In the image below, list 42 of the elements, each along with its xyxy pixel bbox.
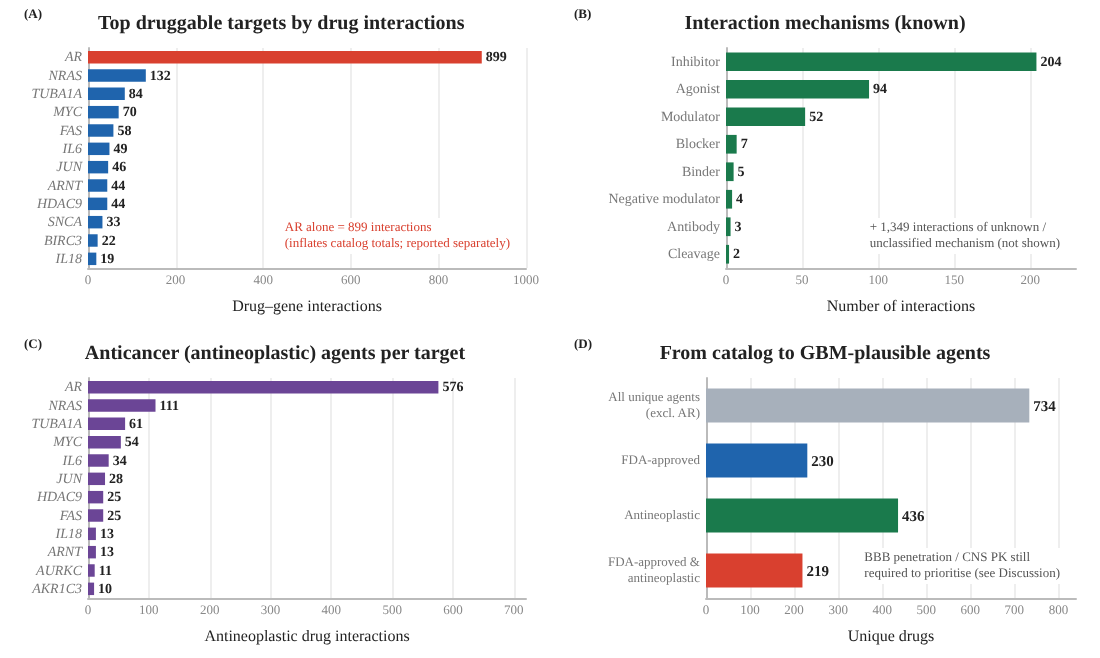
bar	[726, 52, 1037, 72]
bar	[88, 234, 98, 247]
bar	[88, 380, 439, 394]
bar	[88, 490, 104, 504]
bar	[726, 189, 733, 209]
x-axis-title: Unique drugs	[847, 626, 935, 645]
x-axis-title: Number of interactions	[826, 296, 976, 315]
bar	[706, 498, 899, 533]
bar	[88, 105, 119, 119]
bar	[706, 443, 808, 478]
bar	[88, 50, 482, 64]
bar	[706, 553, 803, 588]
bar	[88, 545, 96, 559]
bar	[706, 388, 1030, 423]
chart-title: From catalog to GBM-plausible agents	[659, 343, 991, 365]
bar	[726, 79, 870, 99]
bar	[88, 509, 104, 522]
bar	[88, 564, 95, 577]
bar	[88, 142, 110, 156]
bar	[88, 417, 126, 431]
bar	[88, 160, 109, 174]
bar	[88, 582, 95, 596]
chart-title: Interaction mechanisms (known)	[684, 13, 966, 35]
bar	[88, 179, 108, 192]
bar	[88, 399, 156, 412]
x-axis-title: Drug–gene interactions	[232, 296, 382, 315]
bar	[88, 124, 114, 137]
bar	[88, 454, 109, 467]
bar	[88, 527, 96, 541]
bar	[88, 87, 125, 101]
x-axis-title: Antineoplastic drug interactions	[204, 626, 410, 645]
bar	[88, 197, 108, 211]
bar	[88, 215, 103, 229]
bar	[726, 162, 734, 182]
bar	[88, 69, 146, 82]
bar	[726, 134, 737, 154]
bar	[88, 435, 121, 449]
chart-title: Top druggable targets by drug interactions	[98, 13, 465, 35]
bar	[726, 107, 806, 127]
bar	[88, 252, 97, 266]
chart-title: Anticancer (antineoplastic) agents per target	[84, 343, 467, 365]
bar	[88, 472, 106, 486]
